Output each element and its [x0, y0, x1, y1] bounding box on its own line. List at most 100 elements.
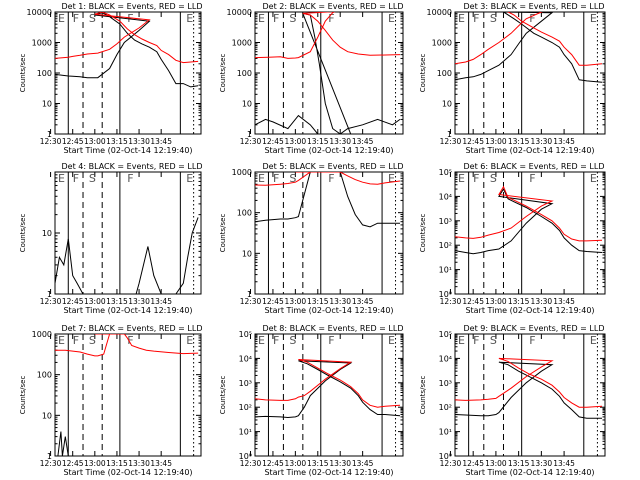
y-tick-label: 10	[42, 229, 52, 238]
series-events-line	[55, 217, 199, 294]
y-tick-label: 1000	[232, 168, 252, 177]
region-letter: E	[186, 12, 193, 25]
y-axis-label: Counts/sec	[19, 54, 27, 93]
y-tick-label: 10⁵	[439, 168, 452, 177]
region-letter: E	[458, 172, 465, 185]
y-tick-label: 100	[237, 209, 252, 218]
x-tick-label: 12:30	[40, 137, 62, 146]
y-tick-label: 10⁰	[439, 290, 452, 299]
region-letter: E	[590, 12, 597, 25]
region-letter: F	[473, 172, 479, 185]
region-letter: F	[328, 172, 334, 185]
y-tick-label: 10⁴	[239, 354, 252, 363]
region-letter: F	[328, 12, 334, 25]
y-tick-label: 10¹	[239, 428, 252, 437]
x-tick-label: 13:30	[531, 459, 553, 468]
x-tick-label: 13:30	[329, 459, 351, 468]
panel-title: Det 4: BLACK = Events, RED = LLD	[62, 162, 203, 171]
x-tick-label: 13:30	[128, 459, 150, 468]
y-tick-label: 10³	[439, 217, 452, 226]
x-tick-label: 13:00	[485, 137, 507, 146]
series-lld-line	[455, 185, 603, 242]
y-tick-label: 10	[42, 411, 52, 420]
x-tick-label: 12:45	[62, 297, 84, 306]
y-tick-label: 1	[247, 290, 252, 299]
x-tick-label: 13:00	[84, 459, 106, 468]
region-letter: E	[388, 334, 395, 347]
y-axis-label: Counts/sec	[419, 54, 427, 93]
x-axis-label: Start Time (02-Oct-14 12:19:40)	[264, 468, 393, 477]
x-tick-label: 13:00	[285, 137, 307, 146]
panel-title: Det 1: BLACK = Events, RED = LLD	[62, 2, 203, 11]
x-axis-label: Start Time (02-Oct-14 12:19:40)	[465, 468, 594, 477]
x-axis-label: Start Time (02-Oct-14 12:19:40)	[63, 306, 192, 315]
x-axis-label: Start Time (02-Oct-14 12:19:40)	[264, 146, 393, 155]
x-tick-label: 12:45	[262, 459, 284, 468]
x-tick-label: 12:30	[40, 297, 62, 306]
x-axis-label: Start Time (02-Oct-14 12:19:40)	[465, 146, 594, 155]
region-letter: E	[186, 334, 193, 347]
x-tick-label: 12:30	[40, 459, 62, 468]
x-tick-label: 12:30	[240, 459, 262, 468]
region-letter: F	[73, 12, 79, 25]
y-tick-label: 1	[47, 452, 52, 461]
panel-title: Det 8: BLACK = Events, RED = LLD	[263, 324, 404, 333]
x-tick-label: 12:45	[462, 297, 484, 306]
series-lld-line	[455, 357, 603, 408]
x-tick-label: 12:45	[262, 137, 284, 146]
y-tick-label: 10²	[239, 403, 252, 412]
x-tick-label: 13:00	[285, 459, 307, 468]
y-tick-label: 10¹	[439, 266, 452, 275]
x-tick-label: 13:15	[307, 459, 329, 468]
series-lld-line	[55, 12, 199, 64]
x-tick-label: 13:30	[329, 137, 351, 146]
panel-det-6: Det 6: BLACK = Events, RED = LLD 10⁰ 10¹ 10…	[419, 162, 606, 315]
x-tick-label: 13:15	[106, 137, 128, 146]
x-tick-label: 13:45	[553, 459, 575, 468]
y-tick-label: 10	[442, 100, 452, 109]
plot-frame	[54, 333, 202, 457]
y-tick-label: 10⁰	[439, 452, 452, 461]
y-axis-label: Counts/sec	[19, 376, 27, 415]
y-tick-label: 100	[37, 371, 52, 380]
region-letter: S	[490, 12, 497, 25]
x-tick-label: 13:45	[352, 137, 374, 146]
panel-det-1: Det 1: BLACK = Events, RED = LLD 1 10 100 10…	[19, 2, 202, 155]
y-tick-label: 1000	[32, 39, 52, 48]
region-letter: S	[289, 12, 296, 25]
series-lld-line	[255, 12, 401, 59]
region-letter: S	[89, 172, 96, 185]
x-tick-label: 13:45	[553, 297, 575, 306]
panel-det-4: Det 4: BLACK = Events, RED = LLD 1 10 Count…	[19, 162, 202, 315]
series-events-line	[455, 188, 603, 255]
x-tick-label: 13:30	[531, 137, 553, 146]
panel-det-2: Det 2: BLACK = Events, RED = LLD 1 10 100 10…	[219, 2, 404, 155]
series-lld-line	[55, 334, 199, 357]
y-tick-label: 10000	[27, 8, 52, 17]
region-letter: E	[590, 172, 597, 185]
region-letter: E	[388, 172, 395, 185]
panel-det-9: Det 9: BLACK = Events, RED = LLD 10⁰ 10¹ 10…	[419, 324, 606, 477]
y-tick-label: 1000	[232, 39, 252, 48]
x-tick-label: 13:15	[508, 297, 530, 306]
series-lld-line	[255, 359, 401, 408]
region-letter: E	[58, 12, 65, 25]
y-tick-label: 10	[242, 249, 252, 258]
y-axis-label: Counts/sec	[219, 214, 227, 253]
y-tick-label: 10⁵	[239, 330, 252, 339]
region-letter: E	[186, 172, 193, 185]
region-letter: F	[473, 12, 479, 25]
y-tick-label: 10	[242, 100, 252, 109]
x-tick-label: 13:15	[106, 297, 128, 306]
x-tick-label: 13:30	[531, 297, 553, 306]
x-axis-label: Start Time (02-Oct-14 12:19:40)	[63, 468, 192, 477]
x-tick-label: 13:45	[352, 459, 374, 468]
x-tick-label: 12:30	[440, 137, 462, 146]
region-letter: F	[273, 12, 279, 25]
panel-det-3: Det 3: BLACK = Events, RED = LLD 1 10 100 10…	[419, 2, 606, 155]
y-tick-label: 10	[42, 100, 52, 109]
panel-det-7: Det 7: BLACK = Events, RED = LLD 1 10 100 10…	[19, 324, 202, 477]
x-tick-label: 13:00	[485, 297, 507, 306]
region-letter: S	[89, 12, 96, 25]
series-events-line	[455, 361, 602, 419]
